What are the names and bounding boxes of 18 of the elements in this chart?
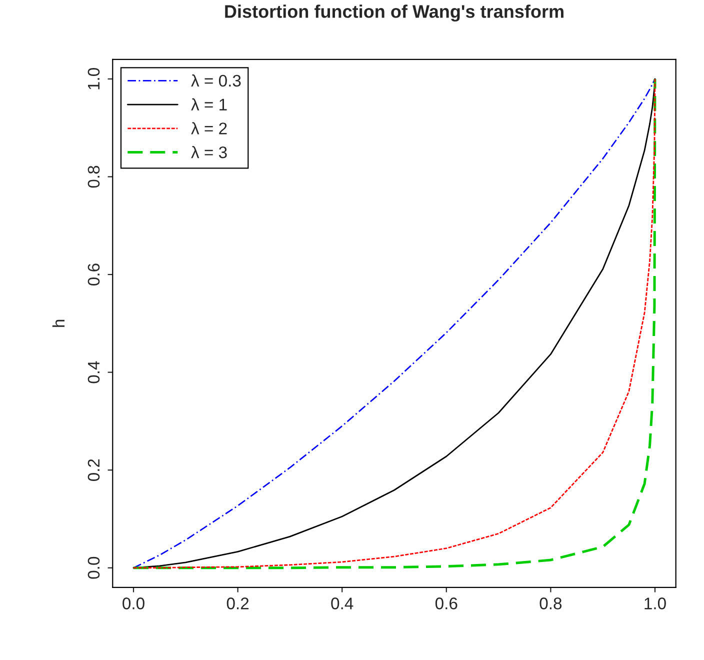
- y-tick-label: 0.8: [88, 166, 100, 188]
- y-axis-title: h: [52, 320, 64, 327]
- x-tick-label: 0.2: [226, 598, 249, 610]
- y-tick-label: 1.0: [88, 68, 100, 90]
- x-tick-label: 0.8: [540, 598, 562, 610]
- y-tick-label: 0.2: [88, 459, 100, 481]
- x-tick-label: 0.4: [331, 598, 354, 610]
- x-tick-label: 0.0: [122, 598, 144, 610]
- y-tick-label: 0.6: [88, 264, 100, 286]
- legend-label: λ = 3: [191, 146, 227, 158]
- legend-label: λ = 2: [191, 122, 227, 134]
- x-tick-label: 0.6: [435, 598, 458, 610]
- chart-title: Distortion function of Wang's transform: [225, 4, 564, 22]
- y-tick-label: 0.4: [88, 361, 100, 384]
- legend-label: λ = 1: [191, 98, 227, 110]
- legend-label: λ = 0.3: [191, 74, 241, 87]
- x-tick-label: 1.0: [644, 598, 666, 610]
- y-tick-label: 0.0: [88, 556, 100, 579]
